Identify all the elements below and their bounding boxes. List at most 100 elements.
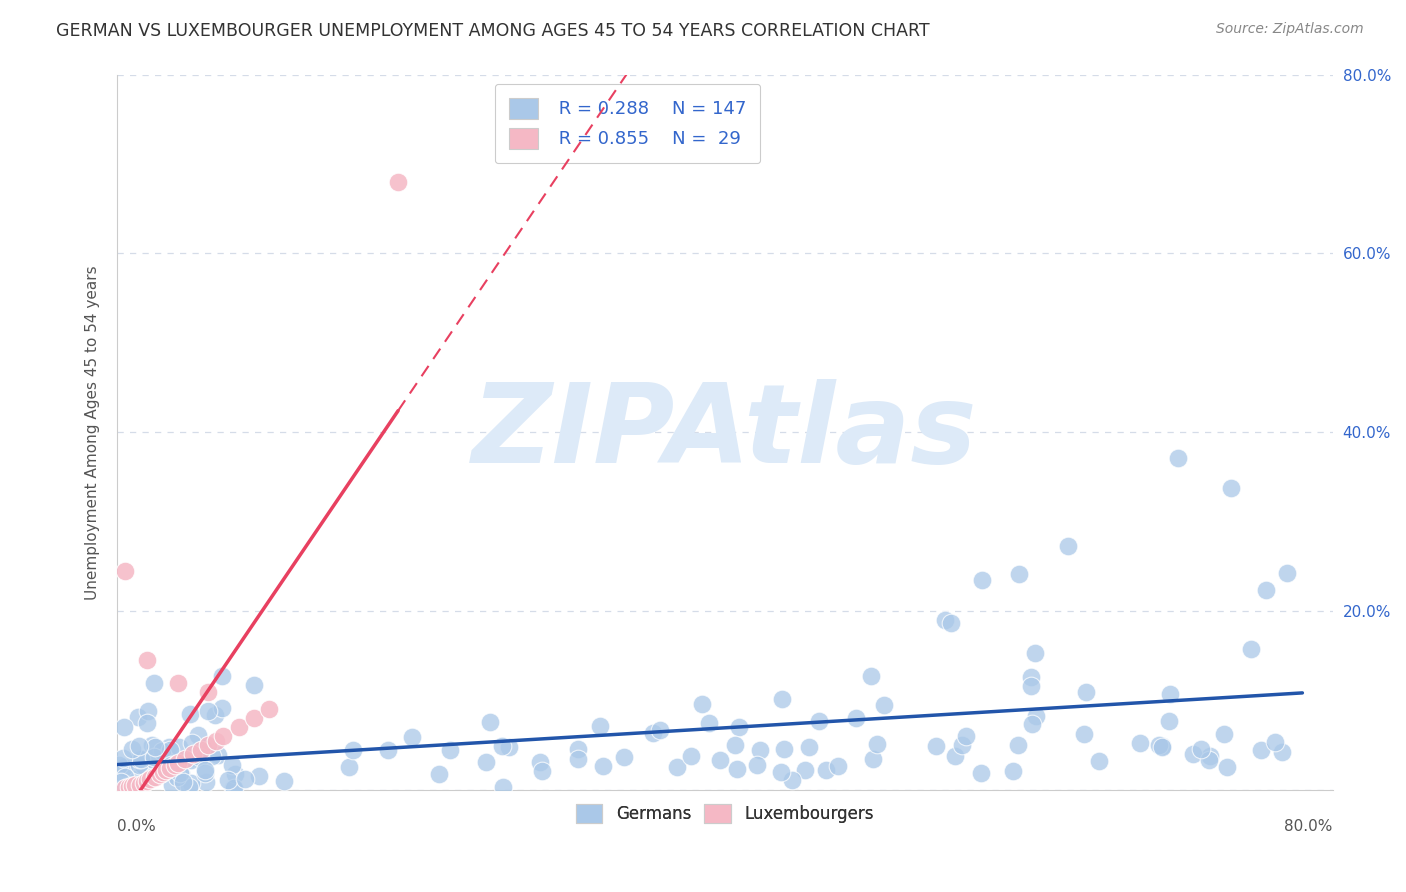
Point: [228, 720, 250, 734]
Point: [179, 750, 201, 764]
Point: [152, 765, 174, 780]
Point: [1181, 747, 1204, 761]
Point: [118, 780, 141, 795]
Point: [201, 749, 224, 764]
Point: [1198, 753, 1220, 767]
Point: [108, 758, 131, 772]
Point: [1256, 582, 1278, 597]
Point: [170, 767, 193, 781]
Point: [530, 764, 553, 778]
Point: [866, 737, 889, 751]
Point: [808, 714, 831, 729]
Point: [177, 780, 200, 795]
Point: [1150, 740, 1173, 755]
Point: [782, 772, 804, 787]
Point: [567, 752, 589, 766]
Point: [1021, 717, 1043, 731]
Point: [141, 771, 163, 785]
Point: [692, 697, 714, 711]
Point: [125, 772, 148, 786]
Point: [211, 701, 233, 715]
Point: [197, 684, 219, 698]
Point: [1152, 739, 1174, 754]
Text: GERMAN VS LUXEMBOURGER UNEMPLOYMENT AMONG AGES 45 TO 54 YEARS CORRELATION CHART: GERMAN VS LUXEMBOURGER UNEMPLOYMENT AMON…: [56, 22, 929, 40]
Point: [650, 723, 672, 738]
Point: [197, 704, 219, 718]
Point: [697, 716, 720, 731]
Point: [139, 772, 162, 787]
Point: [1219, 482, 1241, 496]
Point: [793, 764, 815, 778]
Point: [724, 738, 747, 752]
Point: [342, 743, 364, 757]
Point: [679, 748, 702, 763]
Point: [498, 739, 520, 754]
Point: [1019, 670, 1042, 684]
Point: [1025, 709, 1047, 723]
Point: [797, 739, 820, 754]
Point: [860, 669, 883, 683]
Text: Source: ZipAtlas.com: Source: ZipAtlas.com: [1216, 22, 1364, 37]
Point: [132, 758, 155, 772]
Point: [770, 692, 793, 706]
Point: [136, 774, 159, 789]
Point: [439, 743, 461, 757]
Point: [474, 755, 496, 769]
Point: [155, 764, 177, 778]
Point: [749, 743, 772, 757]
Point: [725, 763, 748, 777]
Point: [952, 739, 974, 753]
Point: [125, 777, 148, 791]
Point: [127, 710, 149, 724]
Point: [134, 776, 156, 790]
Point: [180, 776, 202, 790]
Point: [197, 738, 219, 752]
Point: [1073, 727, 1095, 741]
Point: [873, 698, 896, 712]
Point: [1250, 742, 1272, 756]
Point: [190, 742, 212, 756]
Point: [1008, 566, 1031, 581]
Point: [247, 769, 270, 783]
Point: [273, 774, 295, 789]
Point: [1088, 754, 1111, 768]
Point: [1271, 745, 1294, 759]
Point: [769, 765, 792, 780]
Point: [387, 175, 409, 189]
Point: [128, 739, 150, 754]
Point: [121, 742, 143, 756]
Point: [1129, 735, 1152, 749]
Point: [221, 781, 243, 796]
Point: [491, 780, 513, 794]
Point: [152, 758, 174, 772]
Point: [1198, 748, 1220, 763]
Point: [1024, 646, 1046, 660]
Point: [211, 668, 233, 682]
Point: [150, 744, 173, 758]
Point: [166, 756, 188, 770]
Point: [162, 778, 184, 792]
Point: [1001, 764, 1024, 778]
Point: [1019, 679, 1042, 693]
Point: [166, 675, 188, 690]
Point: [212, 729, 235, 743]
Point: [814, 763, 837, 777]
Point: [1240, 642, 1263, 657]
Point: [169, 766, 191, 780]
Point: [121, 780, 143, 794]
Point: [221, 758, 243, 772]
Point: [179, 706, 201, 721]
Point: [665, 759, 688, 773]
Point: [567, 742, 589, 756]
Point: [427, 767, 450, 781]
Point: [180, 753, 202, 767]
Point: [124, 779, 146, 793]
Point: [827, 758, 849, 772]
Point: [194, 763, 217, 777]
Point: [1057, 539, 1080, 553]
Point: [1275, 566, 1298, 580]
Point: [181, 736, 204, 750]
Point: [1213, 727, 1236, 741]
Point: [128, 778, 150, 792]
Point: [970, 573, 993, 587]
